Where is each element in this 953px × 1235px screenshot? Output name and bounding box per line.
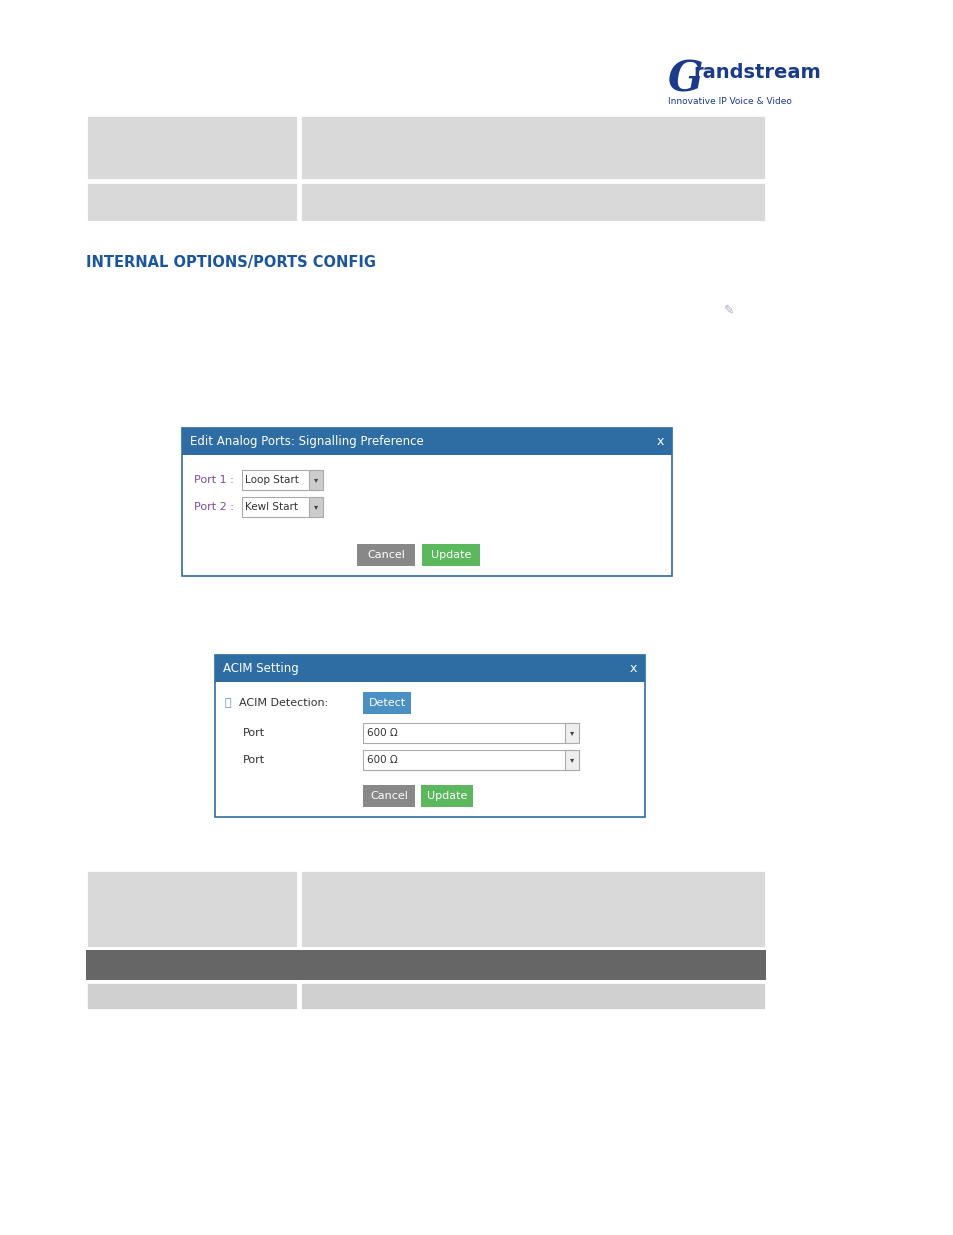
Bar xyxy=(564,722,578,743)
Bar xyxy=(214,655,644,682)
Text: Edit Analog Ports: Signalling Preference: Edit Analog Ports: Signalling Preference xyxy=(190,435,423,448)
Text: x: x xyxy=(629,662,637,676)
Text: ▾: ▾ xyxy=(314,475,317,484)
Text: Innovative IP Voice & Video: Innovative IP Voice & Video xyxy=(667,98,791,106)
Text: Port 1 :: Port 1 : xyxy=(193,475,233,485)
Text: Port: Port xyxy=(243,727,265,739)
Bar xyxy=(182,429,671,576)
Bar xyxy=(356,543,415,566)
Text: Kewl Start: Kewl Start xyxy=(245,501,297,513)
Text: ▾: ▾ xyxy=(314,503,317,511)
Bar xyxy=(86,982,297,1010)
Bar xyxy=(363,750,573,769)
Bar xyxy=(299,115,765,180)
Bar xyxy=(214,655,644,818)
Bar xyxy=(420,785,473,806)
Bar xyxy=(309,471,323,490)
Bar xyxy=(86,869,297,948)
Text: INTERNAL OPTIONS/PORTS CONFIG: INTERNAL OPTIONS/PORTS CONFIG xyxy=(86,254,375,269)
Bar xyxy=(182,429,671,454)
Bar xyxy=(363,692,411,714)
Text: ACIM Setting: ACIM Setting xyxy=(223,662,298,676)
Text: Cancel: Cancel xyxy=(370,790,408,802)
Bar xyxy=(242,496,316,517)
Text: 600 Ω: 600 Ω xyxy=(367,727,397,739)
Text: Detect: Detect xyxy=(368,698,405,708)
Bar xyxy=(363,722,573,743)
Text: ⓘ: ⓘ xyxy=(225,698,232,708)
Text: ▾: ▾ xyxy=(569,756,574,764)
Bar xyxy=(86,182,297,222)
Text: Update: Update xyxy=(431,550,471,559)
Text: Cancel: Cancel xyxy=(367,550,404,559)
Bar xyxy=(299,869,765,948)
Bar xyxy=(309,496,323,517)
Text: Port: Port xyxy=(243,755,265,764)
Bar xyxy=(299,182,765,222)
Bar xyxy=(299,982,765,1010)
Bar xyxy=(421,543,479,566)
Bar xyxy=(242,471,316,490)
Text: x: x xyxy=(656,435,663,448)
Text: Loop Start: Loop Start xyxy=(245,475,298,485)
Text: 600 Ω: 600 Ω xyxy=(367,755,397,764)
Bar xyxy=(363,785,415,806)
Text: randstream: randstream xyxy=(692,63,820,82)
Bar xyxy=(86,950,765,981)
Text: Port 2 :: Port 2 : xyxy=(193,501,233,513)
Bar xyxy=(86,115,297,180)
Text: ▾: ▾ xyxy=(569,729,574,737)
Bar xyxy=(564,750,578,769)
Text: ✎: ✎ xyxy=(723,304,734,316)
Text: ACIM Detection:: ACIM Detection: xyxy=(239,698,328,708)
Text: Update: Update xyxy=(426,790,467,802)
Text: G: G xyxy=(667,58,702,100)
